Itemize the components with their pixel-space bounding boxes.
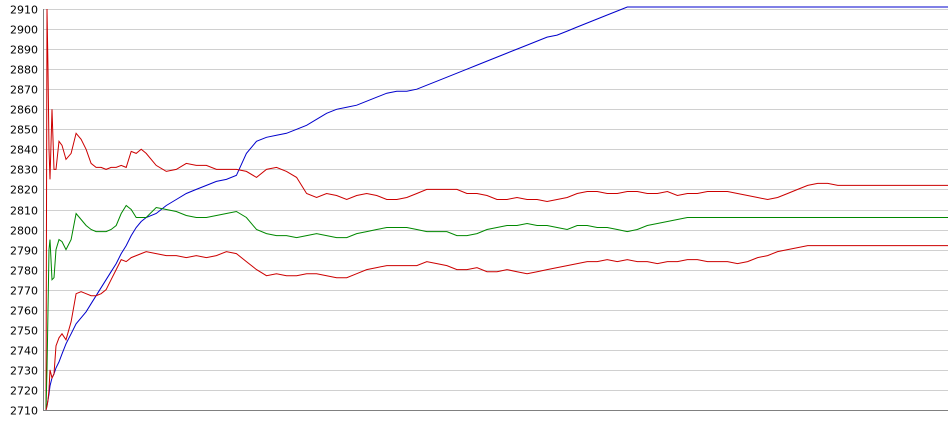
- grid-lines: [43, 9, 948, 411]
- y-tick-label: 2800: [10, 225, 38, 238]
- y-axis-tick-labels: 2710 2720 2730 2740 2750 2760 2770 2780 2790 2800…: [10, 4, 38, 418]
- y-tick-label: 2870: [10, 84, 38, 97]
- y-tick-label: 2770: [10, 285, 38, 298]
- series-line-4: [45, 245, 948, 411]
- y-tick-label: 2780: [10, 265, 38, 278]
- y-tick-label: 2900: [10, 24, 38, 37]
- y-tick-label: 2710: [10, 405, 38, 418]
- y-tick-label: 2860: [10, 104, 38, 117]
- series-lines: [45, 6, 948, 411]
- y-tick-label: 2720: [10, 385, 38, 398]
- y-tick-label: 2890: [10, 44, 38, 57]
- y-axis: [43, 9, 948, 411]
- y-tick-label: 2880: [10, 64, 38, 77]
- y-tick-label: 2790: [10, 245, 38, 258]
- y-tick-label: 2820: [10, 184, 38, 197]
- series-line-2: [45, 8, 948, 411]
- y-tick-label: 2750: [10, 325, 38, 338]
- y-tick-label: 2840: [10, 144, 38, 157]
- y-tick-label: 2910: [10, 4, 38, 17]
- series-line-1: [45, 6, 948, 411]
- y-tick-label: 2730: [10, 365, 38, 378]
- y-tick-label: 2850: [10, 124, 38, 137]
- y-tick-label: 2760: [10, 305, 38, 318]
- series-line-3: [45, 204, 948, 411]
- y-tick-label: 2740: [10, 345, 38, 358]
- y-tick-label: 2810: [10, 205, 38, 218]
- y-tick-label: 2830: [10, 164, 38, 177]
